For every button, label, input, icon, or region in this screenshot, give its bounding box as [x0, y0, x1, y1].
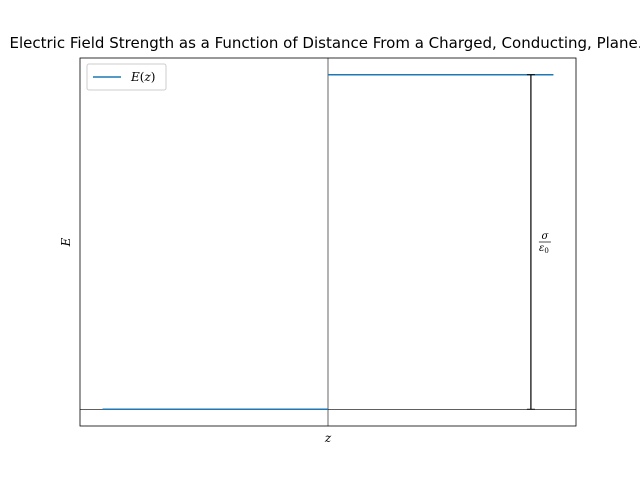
x-axis-label: z [324, 431, 332, 445]
chart-title: Electric Field Strength as a Function of… [9, 34, 640, 52]
y-axis-label: E [59, 237, 73, 247]
legend: E(z) [86, 63, 167, 91]
series-layer [102, 73, 554, 411]
legend-entry-label: E(z) [130, 70, 155, 84]
annotation-denominator: ε0 [539, 243, 549, 255]
annotation-layer: σε0 [526, 74, 551, 410]
legend-box [86, 63, 167, 91]
annotation-numerator: σ [541, 231, 549, 242]
